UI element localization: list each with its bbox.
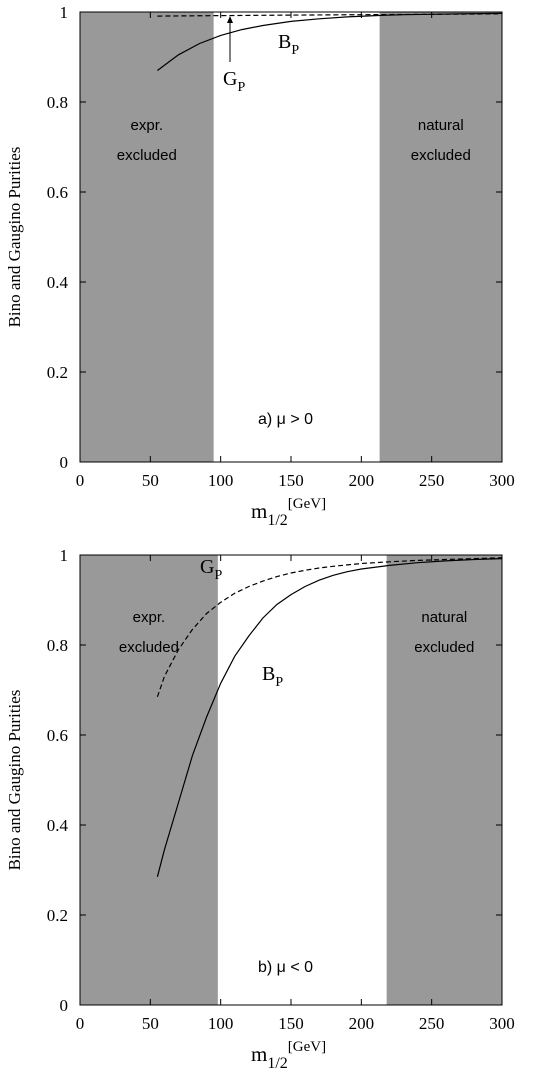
chart-panel-a: expr. excluded natural excluded 0 50 100 150 200… <box>5 3 515 529</box>
x-axis-label: m1/2[GeV] <box>251 496 326 529</box>
region-label: expr. <box>131 117 164 134</box>
y-tick-label: 0.8 <box>47 93 68 112</box>
x-tick-label: 200 <box>349 1014 375 1033</box>
x-tick-label: 0 <box>76 1014 85 1033</box>
region-label: excluded <box>117 147 177 164</box>
series-line-bp <box>156 558 503 877</box>
x-tick-label: 300 <box>489 471 515 490</box>
panel-tag: a) μ > 0 <box>258 411 313 428</box>
y-tick-label: 0 <box>60 453 69 472</box>
x-tick-label: 50 <box>142 471 159 490</box>
natural-excluded-region <box>379 12 502 462</box>
x-tick-label: 300 <box>489 1014 515 1033</box>
series-line-gp <box>157 13 503 17</box>
y-tick-label: 0.4 <box>47 816 69 835</box>
x-tick-label: 200 <box>349 471 375 490</box>
annotation-arrowhead <box>227 16 233 23</box>
chart-panel-b: expr. excluded natural excluded 0 50 100 150 200… <box>5 546 515 1072</box>
region-label: excluded <box>411 147 471 164</box>
series-label: BP <box>278 31 299 58</box>
y-tick-label: 0.2 <box>47 906 68 925</box>
y-axis-label: Bino and Gaugino Purities <box>5 690 24 871</box>
y-tick-label: 1 <box>60 546 69 565</box>
x-tick-label: 50 <box>142 1014 159 1033</box>
region-label: natural <box>418 117 464 134</box>
natural-excluded-region <box>386 555 502 1005</box>
x-tick-label: 250 <box>419 1014 445 1033</box>
x-tick-label: 0 <box>76 471 85 490</box>
y-tick-label: 1 <box>60 3 69 22</box>
y-tick-label: 0.8 <box>47 636 68 655</box>
region-label: excluded <box>119 639 179 656</box>
region-label: natural <box>421 609 467 626</box>
x-tick-label: 100 <box>208 1014 234 1033</box>
x-tick-label: 250 <box>419 471 445 490</box>
series-line-gp <box>156 557 503 697</box>
region-label: expr. <box>133 609 166 626</box>
y-tick-label: 0 <box>60 996 69 1015</box>
experimental-excluded-region <box>80 555 218 1005</box>
panel-tag: b) μ < 0 <box>258 959 313 976</box>
y-tick-label: 0.6 <box>47 183 68 202</box>
x-tick-label: 150 <box>278 471 304 490</box>
x-tick-label: 150 <box>278 1014 304 1033</box>
y-tick-label: 0.2 <box>47 363 68 382</box>
series-line-bp <box>157 12 503 71</box>
y-tick-label: 0.4 <box>47 273 69 292</box>
x-tick-label: 100 <box>208 471 234 490</box>
series-label: BP <box>262 663 283 690</box>
region-label: excluded <box>414 639 474 656</box>
y-axis-label: Bino and Gaugino Purities <box>5 147 24 328</box>
series-label: GP <box>223 68 245 95</box>
x-axis-label: m1/2[GeV] <box>251 1039 326 1072</box>
y-tick-label: 0.6 <box>47 726 68 745</box>
experimental-excluded-region <box>80 12 214 462</box>
